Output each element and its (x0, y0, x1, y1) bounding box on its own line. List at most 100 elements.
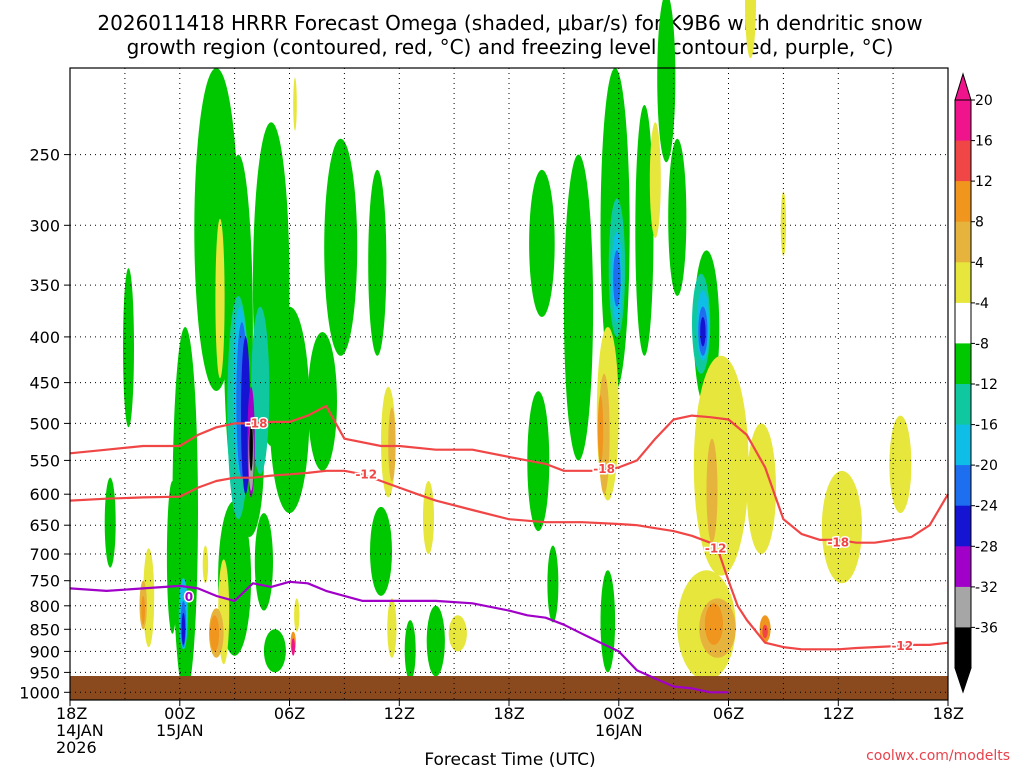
y-tick-label-950: 950 (29, 663, 60, 682)
x-tick-label-6-0: 00Z (164, 704, 195, 723)
colorbar-label-16: 16 (975, 134, 993, 150)
omega-cell-73 (704, 603, 724, 645)
omega-shading (104, 0, 912, 697)
omega-cell-78 (762, 624, 768, 639)
omega-cell-30 (251, 306, 270, 475)
gridlines (70, 68, 948, 700)
colorbar-swatch--28 (955, 546, 971, 588)
contour-label-1: -12 (355, 467, 377, 481)
colorbar-swatch-4 (955, 262, 971, 304)
omega-cell-51 (387, 598, 397, 658)
colorbar-swatch--16 (955, 424, 971, 466)
chart-title-line-1: 2026011418 HRRR Forecast Omega (shaded, … (97, 11, 922, 35)
x-tick-label-30-0: 00Z (603, 704, 634, 723)
contour-line-0 (69, 404, 949, 544)
y-tick-label-400: 400 (29, 328, 60, 347)
y-tick-label-800: 800 (29, 597, 60, 616)
colorbar-swatch--20 (955, 465, 971, 507)
omega-cell-52 (448, 615, 467, 652)
x-tick-label-42-0: 12Z (823, 704, 854, 723)
y-axis-ticks: 250 300 350 400 450 500 550 600 650 700 750 800 850 9… (19, 146, 70, 702)
colorbar-label--20: -20 (975, 458, 998, 474)
omega-cell-76 (141, 595, 145, 625)
omega-cell-65 (143, 548, 155, 648)
omega-cell-9 (104, 477, 116, 568)
omega-cell-22 (547, 545, 559, 623)
y-tick-label-250: 250 (29, 146, 60, 165)
colorbar-swatch--12 (955, 384, 971, 426)
omega-cell-4 (269, 306, 310, 514)
omega-cell-39 (613, 250, 621, 307)
x-tick-label-18-0: 12Z (384, 704, 415, 723)
colorbar-swatch--24 (955, 505, 971, 547)
omega-cell-48 (215, 218, 225, 379)
omega-cell-57 (746, 423, 777, 554)
omega-cell-15 (563, 154, 594, 461)
contour-label-4: -18 (827, 536, 849, 550)
colorbar-swatch-16 (955, 140, 971, 182)
y-tick-label-1000: 1000 (19, 683, 60, 702)
omega-cell-1 (194, 68, 239, 391)
omega-cell-11 (370, 506, 392, 596)
colorbar-label--32: -32 (975, 580, 998, 596)
y-tick-label-500: 500 (29, 414, 60, 433)
colorbar-label-20: 20 (975, 93, 993, 109)
omega-cell-58 (821, 470, 863, 584)
omega-cell-17 (635, 104, 654, 356)
omega-cell-21 (600, 570, 616, 673)
y-tick-label-750: 750 (29, 572, 60, 591)
contour-label-2: -18 (593, 462, 615, 476)
omega-cell-43 (700, 317, 706, 347)
omega-cell-7 (368, 169, 387, 356)
colorbar-swatch--8 (955, 343, 971, 385)
colorbar: 20 16 12 8 4 -4 -8 -12 -16 -20 -24 -28 -32 -36 (954, 72, 998, 694)
omega-cell-18 (657, 0, 676, 163)
x-tick-label-6-1: 15JAN (156, 721, 204, 740)
colorbar-label-12: 12 (975, 174, 993, 190)
colorbar-label--4: -4 (975, 296, 989, 312)
omega-cell-19 (668, 138, 687, 296)
colorbar-swatch--4 (955, 302, 971, 344)
omega-cell-47 (293, 77, 297, 131)
contour-labels: -18 -12 -18 -12 -18 -12 0 (183, 415, 914, 655)
omega-cell-60 (745, 0, 756, 59)
omega-cell-6 (324, 138, 358, 356)
x-tick-label-48-0: 18Z (933, 704, 964, 723)
omega-cell-70 (388, 407, 396, 481)
contour-label-0: -18 (246, 416, 268, 430)
omega-cell-27 (263, 629, 286, 673)
colorbar-label--16: -16 (975, 418, 998, 434)
omega-cell-28 (426, 605, 445, 677)
colorbar-swatch--36 (955, 627, 971, 669)
x-tick-label-36-0: 06Z (713, 704, 744, 723)
colorbar-label--28: -28 (975, 539, 998, 555)
y-tick-label-550: 550 (29, 451, 60, 470)
contour-line-1 (69, 469, 949, 651)
omega-cell-59 (889, 415, 912, 513)
contours (69, 404, 949, 694)
colorbar-swatch--32 (955, 586, 971, 628)
omega-cell-42 (181, 612, 186, 645)
omega-cell-75 (209, 615, 220, 652)
omega-cell-68 (706, 438, 718, 543)
omega-cell-10 (254, 513, 273, 611)
y-tick-label-350: 350 (29, 276, 60, 295)
omega-cell-50 (423, 481, 434, 554)
omega-cell-5 (307, 332, 337, 471)
y-tick-label-300: 300 (29, 216, 60, 235)
omega-cell-26 (172, 327, 198, 697)
omega-cell-55 (693, 355, 749, 576)
colorbar-label--12: -12 (975, 377, 998, 393)
y-tick-label-700: 700 (29, 545, 60, 564)
y-tick-label-600: 600 (29, 485, 60, 504)
omega-cell-64 (294, 598, 300, 632)
omega-cell-12 (404, 620, 416, 681)
plot-area: -18 -12 -18 -12 -18 -12 0 (69, 0, 949, 701)
omega-cell-72 (597, 395, 604, 464)
omega-cell-62 (202, 545, 209, 584)
omega-cell-46 (249, 419, 253, 471)
y-tick-label-650: 650 (29, 516, 60, 535)
omega-cell-54 (649, 122, 661, 238)
credit-text: coolwx.com/modelts (866, 748, 1010, 764)
